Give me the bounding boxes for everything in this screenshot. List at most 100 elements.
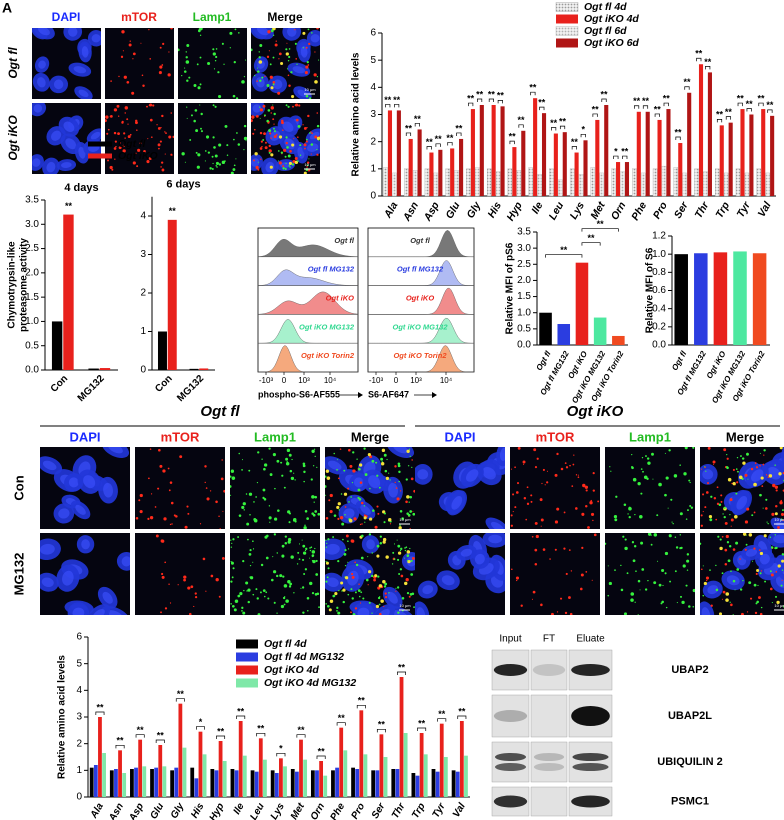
green-puncta	[293, 472, 295, 474]
green-puncta	[735, 492, 738, 495]
bar	[162, 766, 167, 797]
green-puncta	[230, 485, 232, 488]
red-puncta	[765, 474, 768, 476]
green-puncta	[776, 600, 780, 605]
red-puncta	[349, 464, 353, 468]
red-puncta	[129, 133, 132, 136]
bar	[553, 133, 558, 196]
significance-bracket	[559, 125, 566, 130]
red-puncta	[306, 166, 308, 168]
green-puncta	[311, 556, 313, 558]
y-tick-label: 2	[140, 288, 146, 299]
red-puncta	[199, 523, 202, 525]
red-puncta	[261, 145, 263, 148]
red-puncta	[118, 141, 121, 144]
green-puncta	[280, 604, 285, 609]
red-puncta	[260, 158, 262, 160]
green-puncta	[357, 496, 360, 500]
bar	[99, 368, 111, 370]
micrograph	[700, 533, 784, 615]
red-puncta	[755, 466, 759, 469]
green-puncta	[241, 505, 245, 510]
green-puncta	[645, 455, 647, 457]
green-puncta	[310, 143, 314, 146]
nucleus-core	[490, 521, 504, 529]
green-puncta	[291, 163, 295, 166]
significance-label: **	[621, 146, 629, 156]
bar	[270, 770, 275, 797]
green-puncta	[272, 453, 276, 457]
legend-label: Ogt fl	[118, 138, 146, 150]
significance-bracket	[488, 98, 494, 102]
blot-band	[493, 795, 528, 808]
green-puncta	[213, 68, 216, 70]
micrograph	[40, 447, 130, 529]
x-tick-label: MG132	[76, 373, 107, 404]
micrograph	[32, 28, 101, 99]
nucleus-core	[32, 158, 41, 167]
significance-label: **	[257, 724, 265, 734]
red-puncta	[121, 122, 124, 124]
green-puncta	[377, 575, 380, 578]
green-puncta	[325, 539, 327, 541]
green-puncta	[383, 512, 387, 515]
protein-label: UBAP2	[671, 664, 708, 676]
green-puncta	[631, 541, 635, 544]
significance-label: **	[426, 137, 434, 147]
nucleus-core	[310, 34, 320, 43]
x-tick-label: Leu	[248, 801, 266, 820]
red-puncta	[205, 590, 207, 592]
bar	[451, 770, 456, 797]
significance-bracket	[642, 105, 649, 109]
bar	[620, 171, 625, 197]
green-puncta	[360, 591, 363, 594]
bar	[770, 115, 775, 196]
bar	[575, 262, 589, 345]
green-puncta	[230, 475, 232, 478]
legend-swatch	[88, 141, 112, 147]
green-puncta	[723, 506, 726, 509]
green-puncta	[291, 143, 295, 147]
green-puncta	[632, 559, 636, 563]
green-puncta	[243, 136, 247, 141]
bar	[359, 710, 364, 797]
bar	[412, 170, 418, 197]
green-puncta	[236, 132, 238, 134]
red-puncta	[389, 523, 392, 525]
green-puncta	[284, 155, 287, 158]
nucleus-core	[309, 131, 320, 140]
green-puncta	[607, 594, 610, 597]
green-puncta	[753, 482, 757, 487]
bar	[438, 149, 443, 196]
red-puncta	[304, 147, 306, 150]
red-puncta	[187, 512, 190, 515]
green-puncta	[647, 461, 651, 465]
x-tick-label: Hyp	[208, 801, 227, 820]
significance-bracket	[746, 108, 752, 112]
green-puncta	[267, 597, 270, 600]
red-puncta	[205, 487, 208, 489]
green-puncta	[284, 596, 286, 598]
flow-sample-label: Ogt iKO MG132	[299, 322, 355, 331]
green-puncta	[727, 477, 732, 482]
green-puncta	[679, 512, 683, 516]
red-puncta	[118, 146, 122, 150]
red-puncta	[571, 485, 574, 487]
green-puncta	[218, 94, 222, 99]
green-puncta	[681, 600, 685, 605]
green-puncta	[266, 83, 270, 87]
green-puncta	[692, 588, 695, 593]
green-puncta	[760, 476, 764, 480]
green-puncta	[270, 578, 274, 582]
green-puncta	[325, 494, 327, 496]
green-puncta	[407, 465, 410, 467]
bar	[323, 775, 328, 797]
green-puncta	[377, 596, 381, 600]
green-puncta	[199, 104, 201, 106]
nucleus-core	[91, 34, 101, 43]
bar	[404, 168, 409, 197]
bar	[583, 140, 588, 196]
red-puncta	[209, 490, 212, 492]
red-puncta	[287, 74, 290, 77]
micrograph-bg	[135, 447, 225, 529]
